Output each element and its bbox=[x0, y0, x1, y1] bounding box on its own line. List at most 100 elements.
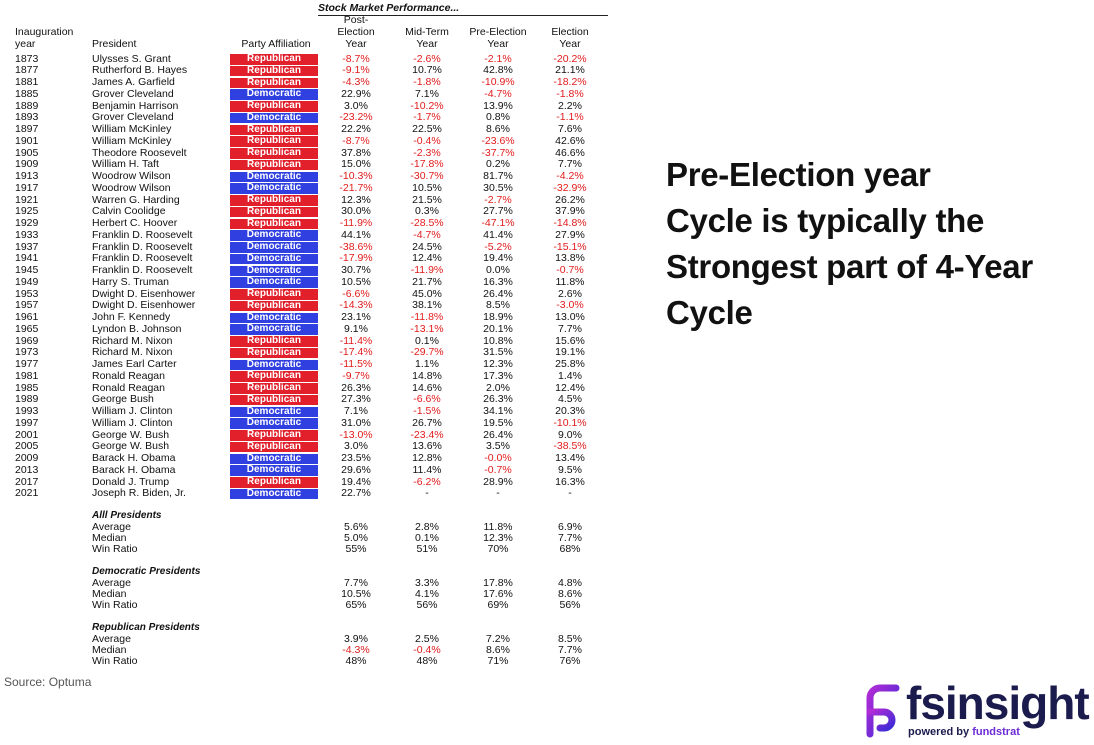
president-cell: Franklin D. Roosevelt bbox=[92, 240, 193, 253]
mid-cell: - bbox=[425, 487, 429, 500]
summary-row: Win Ratio 48% 48% 71% 76% bbox=[0, 655, 620, 667]
table-row: 1909 William H. Taft Republican 15.0% -17.8%… bbox=[0, 158, 620, 171]
party-badge: Democratic bbox=[230, 253, 318, 265]
president-cell: William McKinley bbox=[92, 123, 172, 135]
summary-label: Median bbox=[92, 587, 127, 600]
logo-wordmark: fsinsight bbox=[906, 677, 1090, 729]
mid-cell: 11.4% bbox=[412, 463, 442, 476]
post-cell: 23.5% bbox=[341, 452, 371, 464]
year-cell: 1989 bbox=[15, 393, 39, 406]
pre-cell: -37.7% bbox=[481, 146, 515, 159]
post-cell: 22.7% bbox=[341, 487, 371, 500]
mid-cell: -29.7% bbox=[410, 346, 444, 359]
party-badge: Democratic bbox=[230, 324, 318, 335]
pre-cell: 0.8% bbox=[486, 111, 510, 124]
year-cell: 1961 bbox=[15, 311, 39, 323]
summary-label: Median bbox=[92, 643, 127, 656]
elec-cell: -18.2% bbox=[553, 76, 587, 88]
elec-cell: 15.6% bbox=[555, 334, 585, 347]
table-row: 2021 Joseph R. Biden, Jr. Democratic 22.7% -… bbox=[0, 487, 620, 500]
elec-cell: 13.0% bbox=[555, 311, 585, 323]
president-cell: William J. Clinton bbox=[92, 416, 173, 429]
summary-label: Average bbox=[92, 520, 131, 533]
pre-cell: 0.2% bbox=[486, 158, 510, 171]
president-cell: Grover Cleveland bbox=[92, 87, 174, 100]
year-cell: 1981 bbox=[15, 369, 39, 382]
president-cell: Donald J. Trump bbox=[92, 475, 170, 488]
elec-cell: 26.2% bbox=[555, 193, 585, 206]
elec-cell: 42.6% bbox=[555, 134, 585, 147]
table-row: 1917 Woodrow Wilson Democratic -21.7% 10.5% 3… bbox=[0, 181, 620, 195]
party-badge: Republican bbox=[230, 347, 318, 359]
pre-cell: 81.7% bbox=[483, 170, 513, 182]
table-row: 1881 James A. Garfield Republican -4.3% -1.8… bbox=[0, 76, 620, 89]
president-cell: Joseph R. Biden, Jr. bbox=[92, 487, 186, 500]
post-cell: 30.7% bbox=[341, 264, 371, 276]
mid-cell: -10.2% bbox=[410, 99, 444, 112]
party-badge: Republican bbox=[230, 101, 318, 112]
pre-cell: -2.7% bbox=[484, 193, 512, 206]
mid-cell: 1.1% bbox=[415, 358, 439, 370]
mid-cell: -6.6% bbox=[413, 393, 441, 406]
president-cell: Dwight D. Eisenhower bbox=[92, 287, 196, 300]
pre-cell: -0.7% bbox=[484, 463, 512, 476]
elec-cell: -32.9% bbox=[553, 181, 587, 194]
table-row: 1949 Harry S. Truman Democratic 10.5% 21.7% 1… bbox=[0, 275, 620, 289]
table-row: 1997 William J. Clinton Democratic 31.0% 26.… bbox=[0, 416, 620, 430]
table-row: 1957 Dwight D. Eisenhower Republican -14.3%… bbox=[0, 299, 620, 312]
mid-cell: 24.5% bbox=[412, 240, 442, 253]
table-row: 1969 Richard M. Nixon Republican -11.4% 0.1%… bbox=[0, 334, 620, 348]
summary-label: Average bbox=[92, 576, 131, 589]
header-mid-term: Mid-Term Year bbox=[405, 26, 449, 50]
table-row: 1961 John F. Kennedy Democratic 23.1% -11.8%… bbox=[0, 311, 620, 324]
party-badge: Democratic bbox=[230, 230, 318, 241]
post-summary-cell: 3.9% bbox=[344, 632, 368, 645]
year-cell: 1993 bbox=[15, 405, 39, 417]
headline-line: Strongest part of 4-Year bbox=[666, 248, 1033, 285]
mid-summary-cell: 2.5% bbox=[415, 632, 439, 645]
elec-cell: 7.7% bbox=[558, 322, 582, 335]
summary-row: Average 7.7% 3.3% 17.8% 4.8% bbox=[0, 576, 620, 589]
mid-cell: 26.7% bbox=[412, 416, 442, 429]
elec-cell: 9.5% bbox=[558, 463, 582, 476]
table-row: 1933 Franklin D. Roosevelt Democratic 44.1%… bbox=[0, 229, 620, 242]
year-cell: 1949 bbox=[15, 275, 39, 288]
party-badge: Republican bbox=[230, 136, 318, 147]
table-row: 1985 Ronald Reagan Republican 26.3% 14.6% 2.0… bbox=[0, 382, 620, 395]
year-cell: 1957 bbox=[15, 299, 39, 312]
year-cell: 1889 bbox=[15, 99, 39, 112]
headline: Pre-Election year Cycle is typically the… bbox=[666, 152, 1086, 336]
year-cell: 1941 bbox=[15, 252, 39, 265]
party-badge: Democratic bbox=[230, 183, 318, 194]
table-row: 1897 William McKinley Republican 22.2% 22.5%… bbox=[0, 123, 620, 136]
elec-summary-cell: 56% bbox=[559, 599, 581, 612]
header-pre-election: Pre-Election Year bbox=[469, 26, 527, 50]
headline-line: Cycle bbox=[666, 294, 753, 331]
party-badge: Republican bbox=[230, 371, 318, 382]
elec-cell: 7.6% bbox=[558, 123, 582, 135]
mid-cell: -1.8% bbox=[413, 76, 441, 88]
pre-cell: - bbox=[496, 487, 500, 500]
table-row: 1977 James Earl Carter Democratic -11.5% 1.1… bbox=[0, 358, 620, 371]
header-election: Election Year bbox=[551, 26, 589, 50]
mid-cell: -28.5% bbox=[410, 217, 444, 229]
post-cell: 23.1% bbox=[341, 311, 371, 323]
table-row: 1973 Richard M. Nixon Republican -17.4% -29.… bbox=[0, 346, 620, 359]
mid-cell: 13.6% bbox=[412, 440, 442, 453]
elec-cell: -0.7% bbox=[556, 264, 584, 276]
elec-summary-cell: 68% bbox=[559, 543, 581, 556]
table-row: 1893 Grover Cleveland Democratic -23.2% -1.7… bbox=[0, 111, 620, 124]
pre-cell: 28.9% bbox=[483, 475, 513, 488]
pre-cell: -5.2% bbox=[484, 240, 512, 253]
post-cell: 19.4% bbox=[341, 475, 371, 488]
elec-cell: 4.5% bbox=[558, 393, 582, 406]
table-super-title: Stock Market Performance... bbox=[318, 2, 460, 14]
president-cell: John F. Kennedy bbox=[92, 311, 171, 323]
pre-cell: 42.8% bbox=[483, 64, 513, 77]
elec-cell: -3.0% bbox=[556, 299, 584, 312]
president-cell: Lyndon B. Johnson bbox=[92, 322, 182, 335]
pre-cell: 27.7% bbox=[483, 205, 513, 218]
year-cell: 1877 bbox=[15, 64, 39, 77]
mid-cell: 21.5% bbox=[412, 193, 442, 206]
table-row: 1965 Lyndon B. Johnson Democratic 9.1% -13.1… bbox=[0, 322, 620, 336]
